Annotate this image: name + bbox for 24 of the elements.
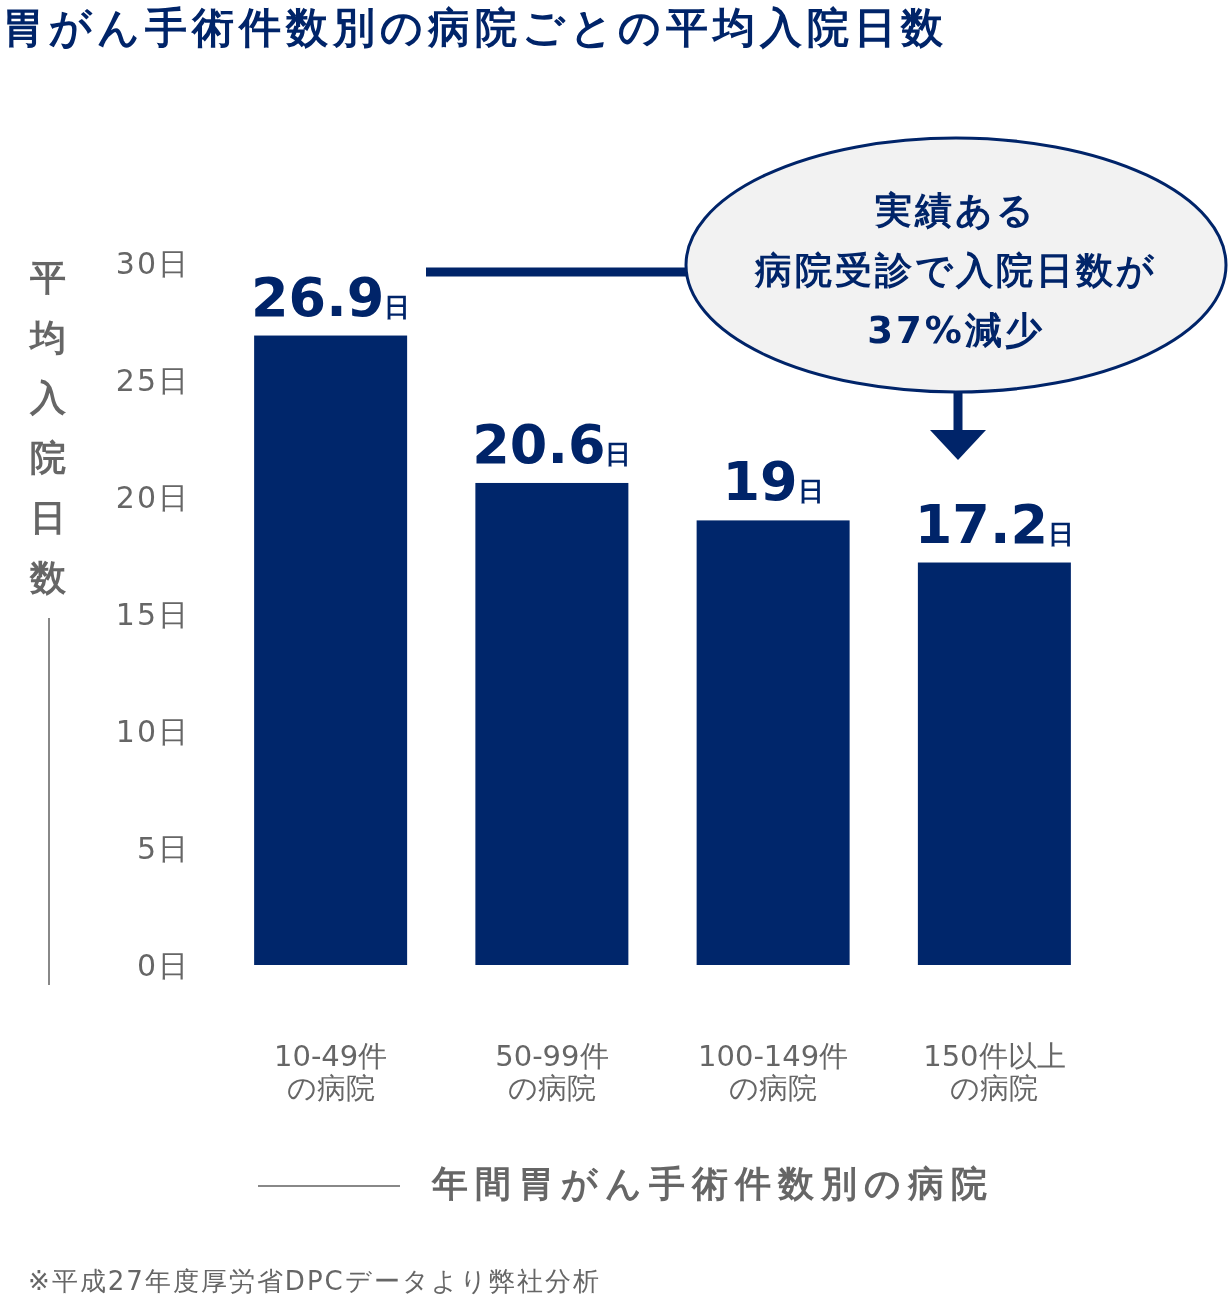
bar: [696, 520, 850, 965]
y-axis-title: 平均入院日数: [28, 257, 67, 598]
x-tick-label: 100-149件の病院: [698, 1039, 849, 1105]
text: 実績ある: [874, 189, 1037, 232]
text: ※平成27年度厚労省DPCデータより弊社分析: [28, 1266, 601, 1296]
x-tick-label: 50-99件の病院: [495, 1039, 609, 1105]
bar: [254, 335, 408, 965]
x-tick-label: 10-49件の病院: [273, 1039, 388, 1105]
bar: [475, 482, 629, 965]
y-tick-label: 10日: [115, 713, 190, 749]
bar: [917, 562, 1071, 965]
data-label: 26.9日: [251, 265, 411, 329]
x-tick-label: 150件以上の病院: [923, 1039, 1066, 1105]
data-label: 20.6日: [472, 412, 632, 476]
y-tick-label: 5日: [136, 830, 190, 866]
y-tick-label: 20日: [115, 479, 190, 515]
y-tick-label: 0日: [136, 947, 190, 983]
annotation: 37%減少: [867, 309, 1045, 352]
annotation: 病院受診で入院日数が: [754, 249, 1157, 292]
y-tick-label: 25日: [115, 362, 190, 398]
x-axis-title: 年間胃がん手術件数別の病院: [431, 1163, 994, 1204]
y-tick-label: 30日: [115, 245, 190, 281]
chart-title: 胃がん手術件数別の病院ごとの平均入院日数: [2, 3, 948, 52]
y-tick-label: 15日: [115, 596, 190, 632]
